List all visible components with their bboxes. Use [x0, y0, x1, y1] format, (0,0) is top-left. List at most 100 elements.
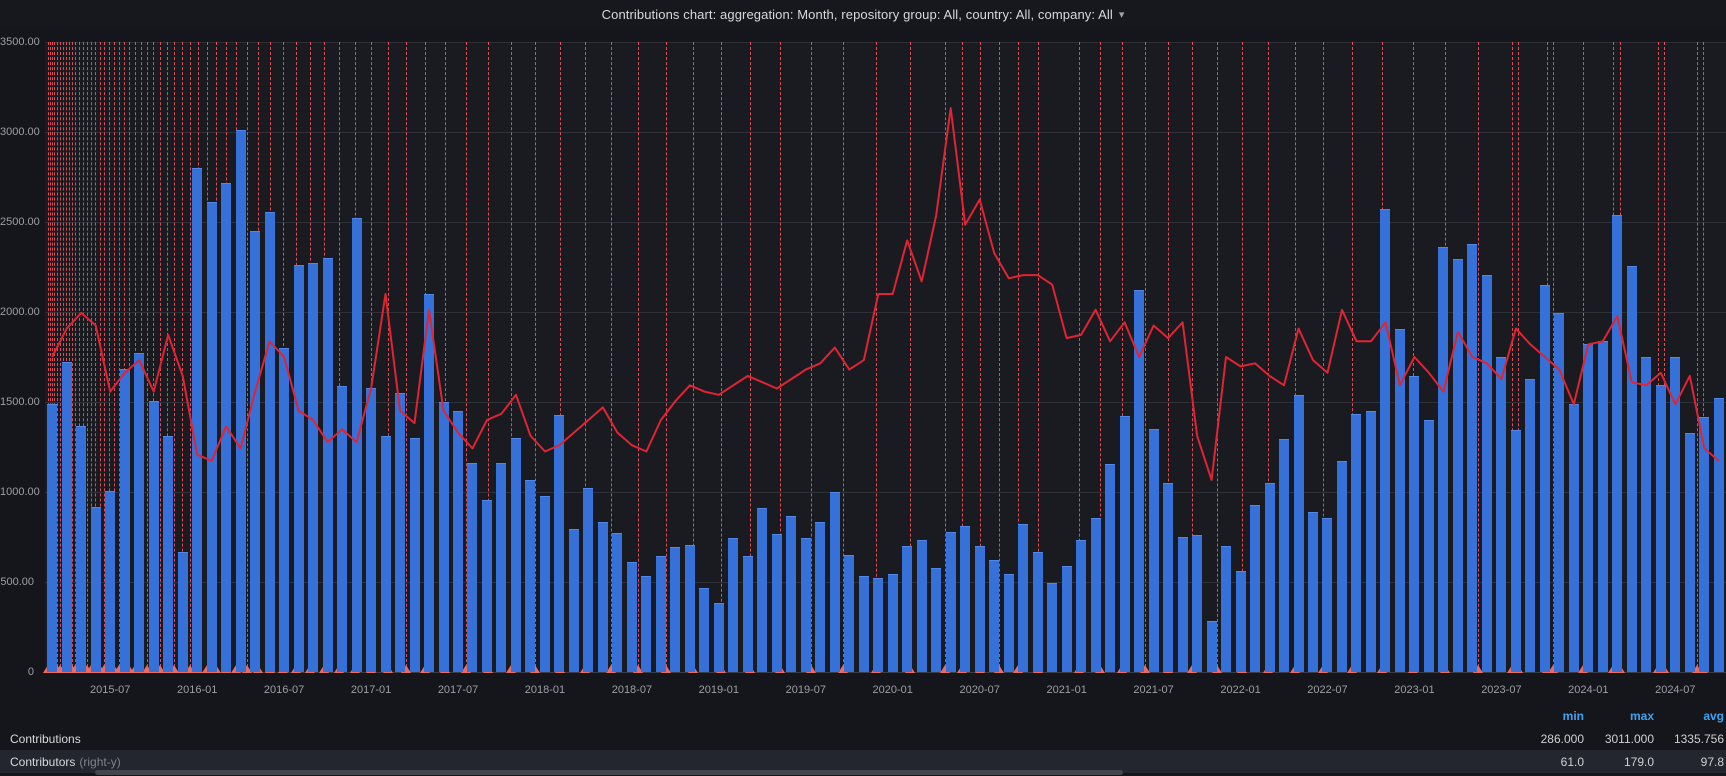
contributions-bar[interactable] [192, 168, 203, 672]
contributions-bar[interactable] [1206, 620, 1217, 672]
contributions-bar[interactable] [1568, 404, 1579, 672]
contributions-bar[interactable] [1322, 517, 1333, 672]
legend-label-contributors[interactable]: Contributors [10, 754, 76, 769]
contributions-bar[interactable] [1148, 429, 1159, 672]
contributions-bar[interactable] [757, 508, 768, 672]
contributions-bar[interactable] [409, 438, 420, 672]
contributions-bar[interactable] [771, 534, 782, 672]
contributions-bar[interactable] [1496, 357, 1507, 672]
contributions-bar[interactable] [279, 348, 290, 672]
contributions-bar[interactable] [960, 525, 971, 672]
contributions-bar[interactable] [974, 546, 985, 672]
contributions-bar[interactable] [583, 488, 594, 672]
contributions-bar[interactable] [742, 556, 753, 672]
contributions-bar[interactable] [496, 463, 507, 672]
contributions-bar[interactable] [1525, 379, 1536, 672]
panel-header[interactable]: Contributions chart: aggregation: Month,… [0, 0, 1726, 28]
contributions-bar[interactable] [1047, 582, 1058, 672]
contributions-bar[interactable] [525, 479, 536, 672]
contributions-bar[interactable] [1670, 357, 1681, 672]
contributions-bar[interactable] [1177, 536, 1188, 672]
annotation-line[interactable] [50, 42, 52, 672]
contributions-bar[interactable] [481, 500, 492, 672]
legend-row-contributions[interactable]: Contributions 286.000 3011.000 1335.756 [0, 727, 1726, 750]
contributions-bar[interactable] [1380, 209, 1391, 672]
contributions-bar[interactable] [424, 294, 435, 672]
annotation-marker-triangle[interactable] [460, 665, 471, 673]
contributions-bar[interactable] [337, 385, 348, 672]
annotation-marker-triangle[interactable] [401, 665, 412, 673]
legend-label-contributions[interactable]: Contributions [10, 731, 81, 746]
annotation-marker-triangle[interactable] [142, 665, 153, 673]
contributions-bar[interactable] [366, 387, 377, 672]
contributions-bar[interactable] [1423, 420, 1434, 672]
contributions-bar[interactable] [510, 437, 521, 672]
contributions-bar[interactable] [858, 576, 869, 672]
contributions-bar[interactable] [829, 492, 840, 672]
contributions-bar[interactable] [989, 560, 1000, 672]
contributions-bar[interactable] [264, 212, 275, 672]
contributions-bar[interactable] [713, 602, 724, 672]
annotation-marker-triangle[interactable] [1186, 665, 1197, 673]
contributions-bar[interactable] [1684, 432, 1695, 672]
contributions-bar[interactable] [1409, 375, 1420, 672]
annotation-line[interactable] [173, 42, 175, 672]
contributions-bar[interactable] [916, 539, 927, 672]
contributions-bar[interactable] [1438, 246, 1449, 672]
contributions-bar[interactable] [61, 362, 72, 672]
contributions-bar[interactable] [786, 516, 797, 672]
contributions-bar[interactable] [1235, 571, 1246, 672]
annotation-marker-triangle[interactable] [1211, 665, 1222, 673]
legend-header-avg[interactable]: avg [1703, 708, 1724, 723]
contributions-bar[interactable] [1626, 265, 1637, 672]
annotation-marker-triangle[interactable] [940, 665, 950, 673]
annotation-marker-triangle[interactable] [185, 665, 196, 673]
horizontal-scrollbar-thumb[interactable] [95, 770, 1123, 775]
annotation-marker-triangle[interactable] [242, 665, 253, 673]
contributions-bar[interactable] [438, 402, 449, 672]
annotation-line[interactable] [87, 42, 89, 672]
contributions-bar[interactable] [322, 258, 333, 672]
contributions-bar[interactable] [134, 353, 145, 672]
legend-header-min[interactable]: min [1562, 708, 1584, 723]
annotation-marker-triangle[interactable] [1548, 665, 1559, 673]
annotation-line[interactable] [72, 42, 74, 672]
contributions-bar[interactable] [293, 265, 304, 672]
annotation-marker-triangle[interactable] [168, 665, 179, 673]
contributions-bar[interactable] [467, 463, 478, 672]
contributions-bar[interactable] [1597, 341, 1608, 672]
contributions-bar[interactable] [844, 555, 855, 672]
annotation-marker-triangle[interactable] [113, 665, 124, 673]
annotation-marker-triangle[interactable] [154, 665, 165, 673]
annotation-line[interactable] [811, 42, 813, 672]
contributions-bar[interactable] [119, 368, 130, 672]
annotation-line[interactable] [190, 42, 192, 672]
annotation-line[interactable] [1696, 42, 1698, 672]
annotation-marker-triangle[interactable] [1140, 665, 1151, 673]
contributions-bar[interactable] [1655, 385, 1666, 672]
annotation-line[interactable] [1478, 42, 1480, 672]
legend-header-max[interactable]: max [1629, 708, 1654, 723]
contributions-bar[interactable] [554, 414, 565, 672]
chevron-down-icon[interactable]: ▾ [1118, 8, 1125, 21]
annotation-marker-triangle[interactable] [1691, 665, 1702, 673]
contributions-bar[interactable] [1032, 552, 1043, 672]
contributions-bar[interactable] [1264, 483, 1275, 672]
contributions-bar[interactable] [1481, 275, 1492, 672]
annotation-line[interactable] [720, 42, 722, 672]
contributions-bar[interactable] [902, 546, 913, 672]
contributions-bar[interactable] [1293, 394, 1304, 672]
contributions-bar[interactable] [1119, 415, 1130, 672]
contributions-bar[interactable] [1003, 574, 1014, 672]
contributions-bar[interactable] [800, 538, 811, 672]
contributions-bar[interactable] [873, 577, 884, 672]
contributions-bar[interactable] [308, 263, 319, 672]
contributions-bar[interactable] [699, 588, 710, 672]
annotation-line[interactable] [1216, 42, 1218, 672]
contributions-bar[interactable] [1090, 517, 1101, 672]
contributions-bar[interactable] [1192, 534, 1203, 672]
contributions-bar[interactable] [1134, 290, 1145, 672]
contributions-bar[interactable] [47, 403, 58, 672]
contributions-bar[interactable] [1612, 215, 1623, 672]
annotation-line[interactable] [406, 42, 408, 672]
